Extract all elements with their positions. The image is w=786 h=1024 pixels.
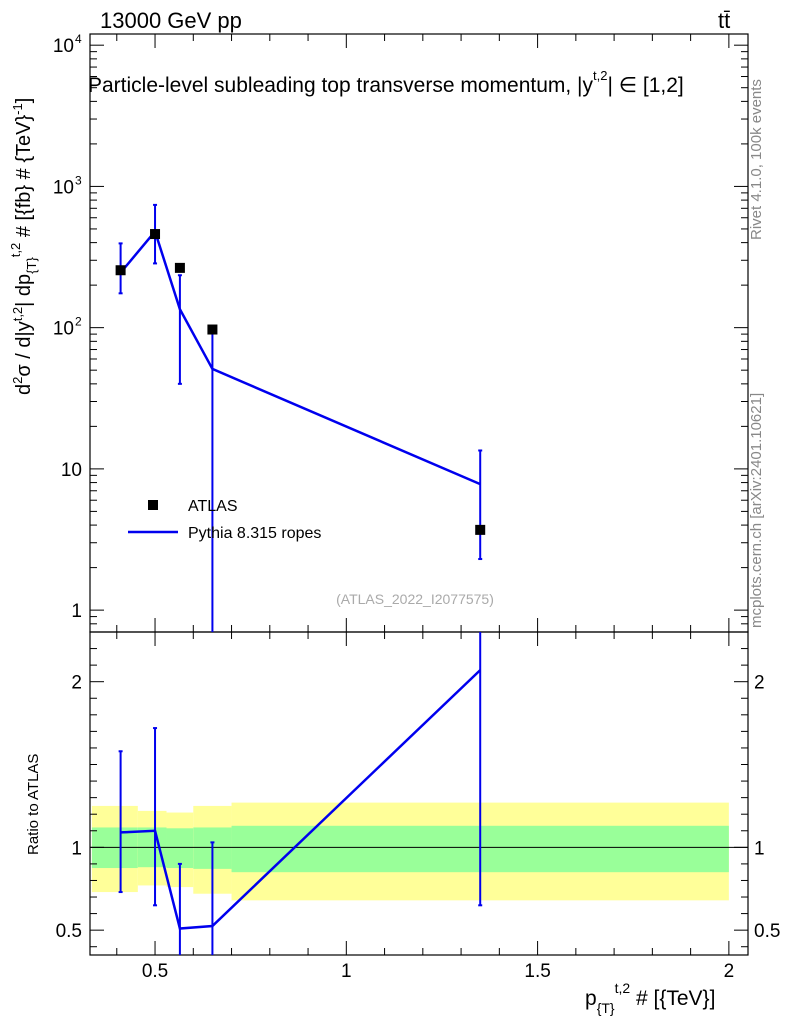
x-label-sub: {T} bbox=[597, 1000, 615, 1016]
lower-plot-frame bbox=[89, 631, 749, 956]
upper-y-tick-label: 1 bbox=[71, 601, 82, 622]
mc-line bbox=[119, 228, 481, 486]
data-point bbox=[207, 324, 218, 335]
upper-y-axis-label: d2σ / d|yt,2| dp{T}t,2 # [{fb} # {TeV}-1… bbox=[8, 98, 39, 395]
plot-frames bbox=[89, 33, 749, 956]
plot-title: Particle-level subleading top transverse… bbox=[88, 68, 684, 97]
side-label-rivet: Rivet 4.1.0, 100k events bbox=[748, 79, 765, 240]
title-main: Particle-level subleading top transverse… bbox=[88, 74, 594, 97]
upper-y-tick-label: 10 bbox=[53, 319, 74, 340]
x-tick-label: 0.5 bbox=[142, 961, 168, 982]
upper-y-tick-exponent: 2 bbox=[75, 315, 82, 329]
mc-ratio-series bbox=[118, 632, 483, 955]
side-label-mcplots: mcplots.cern.ch [arXiv:2401.10621] bbox=[748, 393, 765, 628]
data-point bbox=[115, 265, 126, 276]
legend-mc-label: Pythia 8.315 ropes bbox=[188, 525, 321, 542]
x-label-tail: # [{TeV}] bbox=[630, 987, 715, 1010]
uncertainty-bands bbox=[90, 802, 748, 901]
stat-uncertainty-band bbox=[166, 828, 194, 869]
lower-y-tick-label: 1 bbox=[71, 838, 82, 859]
title-tail: | ∈ [1,2] bbox=[607, 74, 683, 97]
lower-y-tick-label: 0.5 bbox=[56, 921, 82, 942]
axis-ticks bbox=[90, 34, 748, 955]
lower-y-tick-label: 2 bbox=[71, 673, 82, 694]
lower-y-tick-label-right: 2 bbox=[754, 673, 765, 694]
upper-plot-frame bbox=[89, 33, 749, 633]
header-process: tt̄ bbox=[718, 8, 730, 33]
x-tick-label: 1 bbox=[341, 961, 352, 982]
upper-y-tick-exponent: 4 bbox=[75, 32, 82, 46]
x-label-main: p bbox=[585, 987, 597, 1010]
data-point bbox=[150, 229, 161, 240]
data-upper-series bbox=[115, 229, 486, 535]
lower-y-axis-label: Ratio to ATLAS bbox=[25, 754, 42, 855]
x-axis-label: p{T}t,2 # [{TeV}] bbox=[585, 980, 715, 1016]
x-tick-label: 1.5 bbox=[524, 961, 550, 982]
upper-y-tick-label: 10 bbox=[61, 460, 82, 481]
upper-y-tick-label: 10 bbox=[53, 177, 74, 198]
upper-y-tick-label: 10 bbox=[53, 36, 74, 57]
header-energy: 13000 GeV pp bbox=[100, 8, 242, 33]
x-tick-label: 2 bbox=[724, 961, 735, 982]
analysis-watermark: (ATLAS_2022_I2077575) bbox=[336, 591, 494, 607]
data-point bbox=[174, 262, 185, 273]
lower-y-tick-label-right: 0.5 bbox=[754, 921, 780, 942]
upper-y-tick-exponent: 3 bbox=[75, 173, 82, 187]
mc-upper-series bbox=[118, 203, 483, 632]
data-point bbox=[475, 524, 486, 535]
legend-data-marker bbox=[148, 500, 158, 510]
lower-y-tick-label-right: 1 bbox=[754, 838, 765, 859]
title-sup: t,2 bbox=[593, 68, 607, 83]
legend-data-label: ATLAS bbox=[188, 498, 238, 515]
x-label-sup: t,2 bbox=[615, 980, 631, 996]
